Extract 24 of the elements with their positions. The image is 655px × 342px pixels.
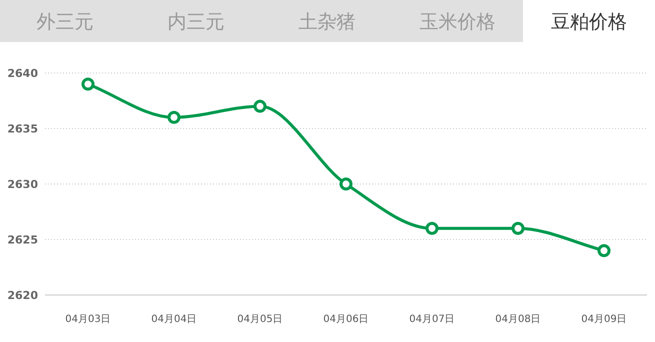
- text: 外三元: [36, 11, 94, 33]
- y-tick-label: 2625: [7, 234, 38, 246]
- x-tick-label: 04月08日: [495, 314, 541, 325]
- text: 玉米价格: [420, 11, 496, 33]
- point: [168, 110, 180, 124]
- y-tick-label: 2620: [7, 289, 38, 302]
- x-tick-label: 04月07日: [409, 314, 455, 325]
- y-tick-label: 2640: [7, 67, 38, 80]
- point: [512, 222, 524, 235]
- x-tick-label: 04月04日: [151, 314, 197, 325]
- x-tick-label: 04月09日: [581, 314, 627, 325]
- point: [340, 178, 352, 190]
- y-tick-label: 2635: [7, 122, 38, 136]
- x-tick-label: 04月05日: [237, 314, 283, 325]
- point: [82, 78, 94, 91]
- text: 内三元: [168, 11, 224, 33]
- x-tick-label: 04月03日: [65, 314, 111, 325]
- chart-title: 豆粕价格: [551, 11, 627, 33]
- point: [426, 222, 438, 235]
- x-tick-label: 04月06日: [323, 314, 369, 325]
- text: 土杂猪: [298, 11, 356, 33]
- point: [254, 100, 266, 113]
- y-tick-label: 2630: [7, 178, 38, 191]
- point: [598, 244, 610, 258]
